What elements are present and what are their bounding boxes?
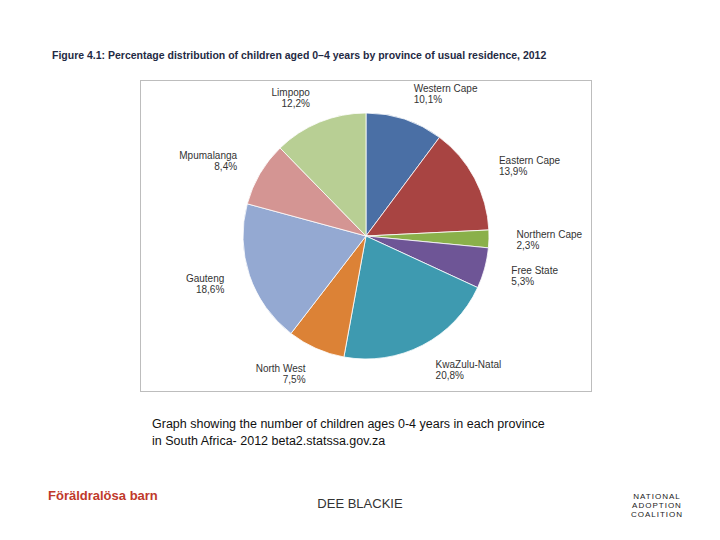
html-text:DEE BLACKIE: DEE BLACKIE [317, 496, 403, 511]
svg-text:KwaZulu-Natal20,8%: KwaZulu-Natal20,8% [436, 359, 502, 381]
svg-text:Eastern Cape13,9%: Eastern Cape13,9% [499, 155, 561, 177]
svg-text:Northern Cape2,3%: Northern Cape2,3% [517, 229, 583, 251]
svg-text:North West7,5%: North West7,5% [256, 363, 306, 385]
svg-text:Gauteng18,6%: Gauteng18,6% [186, 273, 224, 295]
svg-text:Free State5,3%: Free State5,3% [511, 265, 558, 287]
svg-text:Western Cape10,1%: Western Cape10,1% [414, 83, 478, 105]
html-text:Föräldralösa barn: Föräldralösa barn [48, 488, 158, 503]
svg-text:Mpumalanga8,4%: Mpumalanga8,4% [179, 150, 237, 172]
html-text:Figure 4.1: Percentage distrib: Figure 4.1: Percentage distribution of c… [52, 49, 547, 61]
html-text:Graph showing the number of ch: Graph showing the number of children age… [152, 417, 545, 448]
svg-text:Limpopo12,2%: Limpopo12,2% [272, 87, 311, 109]
html-text:NATIONAL ADOPTION COALITION: NATIONAL ADOPTION COALITION [630, 492, 684, 519]
